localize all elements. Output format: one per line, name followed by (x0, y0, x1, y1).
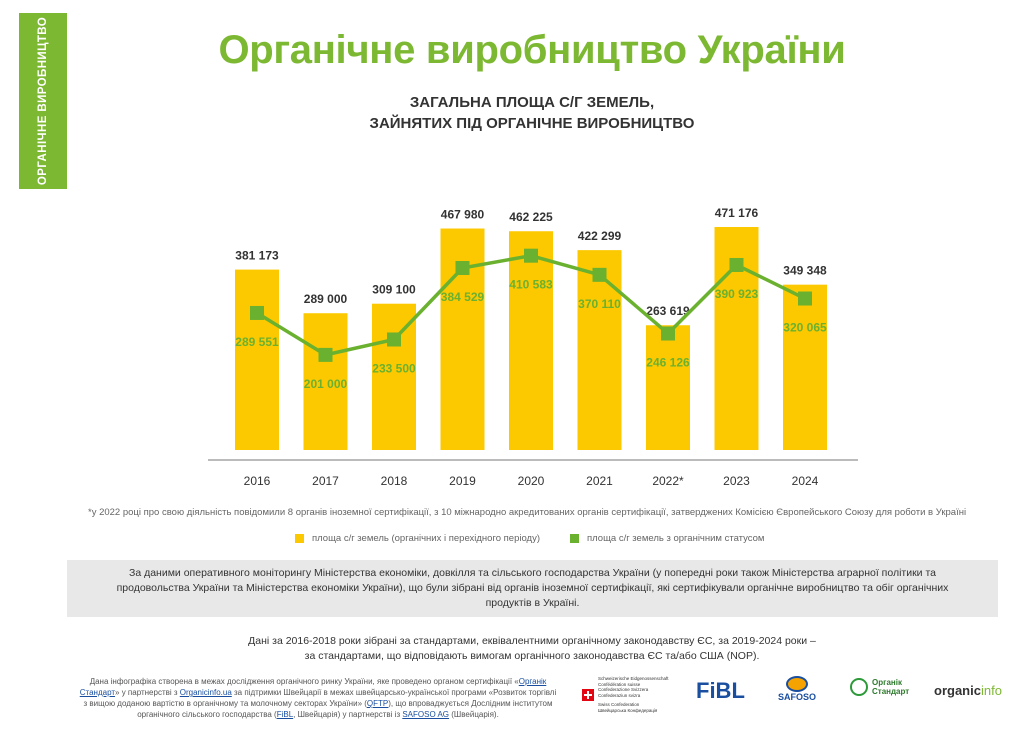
line-point-marker (661, 326, 675, 341)
line-value-label: 289 551 (235, 335, 279, 349)
safoso-mark-icon (786, 676, 808, 692)
subtitle-line-2: ЗАЙНЯТИХ ПІД ОРГАНІЧНЕ ВИРОБНИЦТВО (369, 115, 695, 132)
bar (509, 231, 553, 450)
bar-value-label: 381 173 (235, 249, 279, 263)
credits-text-1: Дана інфографіка створена в межах дослід… (89, 677, 519, 686)
link-organicinfo[interactable]: Organicinfo.ua (179, 688, 232, 697)
line-value-label: 201 000 (304, 377, 348, 391)
swiss-cross-icon (582, 688, 594, 701)
bar-value-label: 462 225 (509, 210, 553, 224)
fibl-logo: FiBL (696, 678, 745, 703)
line-point-marker (798, 291, 812, 306)
x-tick-label: 2018 (381, 474, 408, 488)
credits-text-3: за підтримки Швейцарії в межах швейцарсь… (83, 688, 557, 708)
organic-standard-mark-icon (850, 678, 868, 696)
organicinfo-label-a: organic (934, 683, 981, 698)
link-organic-standard[interactable]: Органік Стандарт (79, 677, 547, 697)
legend-item-certified: площа с/г земель з органічним статусом (570, 533, 764, 544)
organicinfo-label-b: info (980, 683, 1002, 698)
bar (783, 284, 827, 450)
line-point-marker (387, 332, 401, 347)
credits: Дана інфографіка створена в межах дослід… (78, 676, 558, 720)
bar-value-label: 309 100 (372, 283, 416, 297)
line-value-label: 384 529 (441, 290, 485, 304)
data-note: Дані за 2016-2018 роки зібрані за станда… (0, 634, 1024, 664)
link-qftp[interactable]: QFTP (366, 699, 389, 708)
bar-value-label: 422 299 (578, 229, 622, 243)
bar-value-label: 467 980 (441, 208, 485, 222)
footnote: *у 2022 році про свою діяльність повідом… (88, 507, 967, 518)
bar-value-label: 349 348 (783, 264, 827, 278)
legend-swatch-green (570, 534, 579, 543)
swiss-logo-text: Schweizerische Eidgenossenschaft Confédé… (598, 676, 669, 713)
swiss-line: Schweizerische Eidgenossenschaft (598, 676, 669, 681)
data-note-line-1: Дані за 2016-2018 роки зібрані за станда… (248, 635, 816, 647)
swiss-line: Швейцарська Конфедерація (598, 707, 658, 713)
credits-text-4: ), що впроваджується Дослідним інституто… (137, 699, 553, 719)
credits-text-5: , Швейцарія) у партнерстві із (293, 710, 403, 719)
bar (235, 269, 279, 450)
link-safoso[interactable]: SAFOSO AG (402, 710, 450, 719)
swiss-line: Confederaziun svizra (598, 692, 641, 698)
chart-subtitle: ЗАГАЛЬНА ПЛОЩА С/Г ЗЕМЕЛЬ, ЗАЙНЯТИХ ПІД … (0, 92, 1024, 134)
swiss-line: Swiss Confederation (598, 702, 640, 707)
legend-label-certified: площа с/г земель з органічним статусом (587, 533, 765, 544)
data-note-line-2: за стандартами, що відповідають вимогам … (304, 650, 760, 662)
line-point-marker (524, 248, 538, 263)
x-tick-label: 2019 (449, 474, 476, 488)
legend-item-total: площа с/г земель (органічних і перехідно… (295, 533, 540, 544)
safoso-logo: SAFOSO (778, 676, 816, 702)
line-point-marker (318, 347, 333, 362)
bar-value-label: 263 619 (646, 304, 690, 318)
line-value-label: 233 500 (372, 361, 416, 375)
x-tick-label: 2017 (312, 474, 339, 488)
x-tick-label: 2024 (792, 474, 819, 488)
x-tick-label: 2023 (723, 474, 750, 488)
x-tick-label: 2021 (586, 474, 613, 488)
line-value-label: 410 583 (509, 278, 553, 292)
swiss-line: Confédération suisse (598, 681, 641, 687)
swiss-confederation-logo: Schweizerische Eidgenossenschaft Confédé… (582, 676, 682, 713)
line-point-marker (455, 261, 470, 276)
subtitle-line-1: ЗАГАЛЬНА ПЛОЩА С/Г ЗЕМЕЛЬ, (409, 94, 655, 111)
source-box: За даними оперативного моніторингу Мініс… (67, 560, 998, 617)
source-text: За даними оперативного моніторингу Мініс… (116, 567, 949, 609)
organic-standard-logo: Органік Стандарт (850, 678, 909, 696)
organicinfo-logo: organic info (934, 683, 1002, 698)
chart-legend: площа с/г земель (органічних і перехідно… (295, 533, 764, 544)
bar (646, 325, 690, 450)
legend-swatch-yellow (295, 534, 304, 543)
organic-standard-label-1: Органік (872, 678, 902, 687)
bar-value-label: 289 000 (304, 292, 348, 306)
line-point-marker (592, 267, 607, 282)
bar (303, 313, 348, 450)
swiss-line: Confederazione Svizzera (598, 687, 649, 692)
organic-standard-label-2: Стандарт (872, 687, 910, 696)
safoso-label: SAFOSO (778, 692, 817, 702)
line-point-marker (729, 257, 744, 272)
bar (372, 303, 416, 450)
bar (577, 250, 622, 450)
line-value-label: 370 110 (578, 297, 621, 311)
page-title: Органічне виробництво України (218, 28, 846, 72)
x-tick-label: 2022* (652, 474, 684, 488)
line-value-label: 390 923 (715, 287, 759, 301)
credits-text-6: (Швейцарія). (449, 710, 499, 719)
legend-label-total: площа с/г земель (органічних і перехідно… (312, 533, 540, 544)
organic-area-chart: 381 173 2016 289 000 2017 309 100 2018 467 980… (208, 206, 858, 488)
credits-text-2: » у партнерстві з (115, 688, 180, 697)
bar-value-label: 471 176 (715, 206, 759, 220)
side-tab: ОРГАНІЧНЕ ВИРОБНИЦТВО (19, 13, 67, 189)
line-point-marker (250, 305, 264, 320)
link-fibl[interactable]: FiBL (276, 710, 294, 719)
x-tick-label: 2016 (244, 474, 271, 488)
x-tick-label: 2020 (518, 474, 545, 488)
line-value-label: 246 126 (646, 356, 690, 370)
line-value-label: 320 065 (783, 321, 827, 335)
